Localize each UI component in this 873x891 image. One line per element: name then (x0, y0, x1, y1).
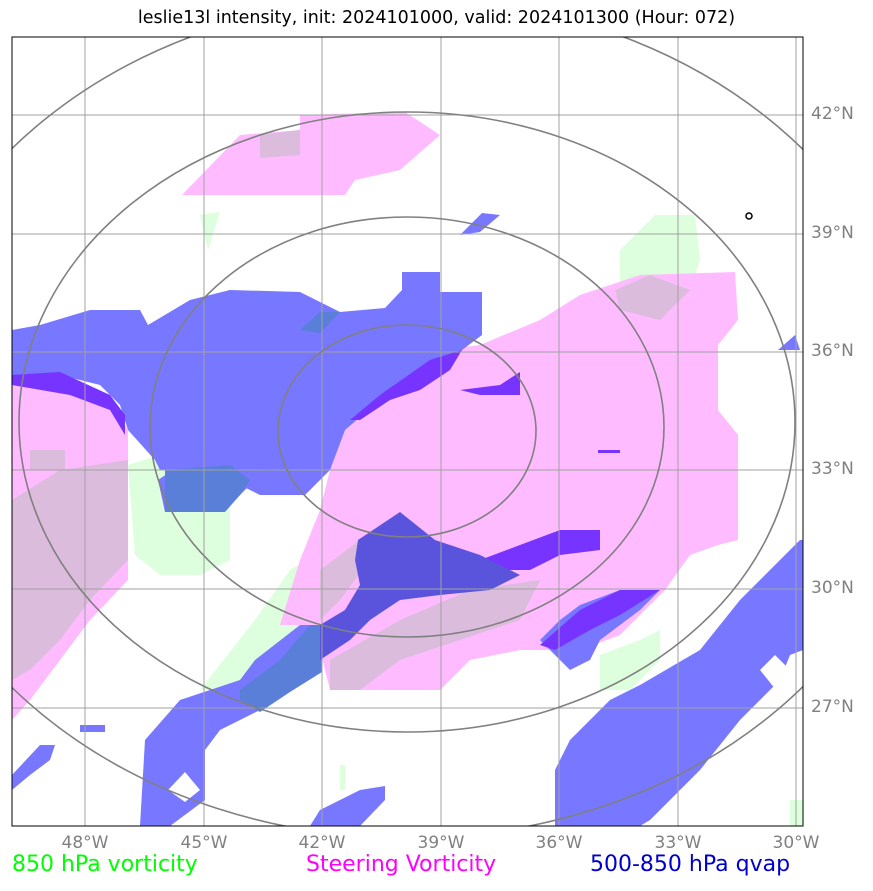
storm-center-marker (745, 212, 753, 220)
lat-label-30n: 30°N (811, 578, 854, 598)
lat-lon-gridlines (12, 37, 803, 826)
lat-label-39n: 39°N (811, 223, 854, 243)
lat-label-42n: 42°N (811, 104, 854, 124)
map-frame (11, 36, 804, 827)
range-ring (18, 111, 796, 733)
lon-label-30w: 30°W (772, 833, 820, 853)
deep-overlap-fields (320, 512, 520, 660)
lon-label-36w: 36°W (535, 833, 583, 853)
legend-qvap: 500-850 hPa qvap (590, 852, 791, 877)
lon-label-45w: 45°W (180, 833, 228, 853)
lat-label-36n: 36°N (811, 341, 854, 361)
lon-label-42w: 42°W (298, 833, 346, 853)
qvap-dark-fields (12, 350, 660, 650)
legend-steering-vorticity: Steering Vorticity (306, 852, 497, 877)
lon-label-33w: 33°W (654, 833, 702, 853)
lon-label-39w: 39°W (417, 833, 465, 853)
steel-overlap-fields (165, 312, 340, 712)
lon-label-48w: 48°W (61, 833, 109, 853)
white-gap-fields (168, 655, 795, 802)
range-ring (277, 324, 537, 538)
range-rings (12, 37, 803, 826)
range-ring (149, 216, 665, 638)
lat-label-33n: 33°N (811, 459, 854, 479)
map-title: leslie13l intensity, init: 2024101000, v… (137, 8, 736, 28)
legend-850-vorticity: 850 hPa vorticity (12, 852, 198, 877)
lat-label-27n: 27°N (811, 697, 854, 717)
